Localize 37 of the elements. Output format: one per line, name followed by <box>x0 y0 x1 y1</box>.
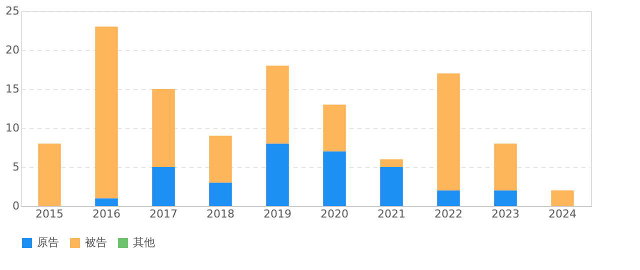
bar <box>323 151 346 206</box>
bar <box>323 104 346 152</box>
bar <box>494 190 517 206</box>
bar <box>95 26 118 198</box>
y-tick-label: 10 <box>6 122 20 134</box>
x-tick-label: 2022 <box>434 208 462 220</box>
x-tick-label: 2021 <box>378 208 406 220</box>
bar <box>380 167 403 206</box>
bar <box>152 89 175 167</box>
bar <box>152 167 175 206</box>
bar <box>95 198 118 206</box>
x-tick-label: 2015 <box>36 208 64 220</box>
bar <box>494 144 517 190</box>
y-tick-label: 15 <box>6 82 20 96</box>
legend-label: 被告 <box>85 236 107 249</box>
bar <box>209 182 232 206</box>
x-tick-label: 2019 <box>264 208 292 220</box>
bar <box>437 73 460 190</box>
x-tick-label: 2018 <box>206 208 234 220</box>
x-tick-label: 2023 <box>492 208 520 220</box>
y-tick-label: 20 <box>6 44 20 56</box>
legend-label: 原告 <box>37 236 59 249</box>
legend-label: 其他 <box>133 236 155 249</box>
bar <box>38 144 61 206</box>
y-tick-label: 5 <box>12 160 20 174</box>
x-tick-label: 2024 <box>548 208 576 220</box>
bar <box>437 190 460 206</box>
bar <box>266 144 289 206</box>
bar <box>266 66 289 144</box>
x-tick-label: 2017 <box>150 208 178 220</box>
bar <box>209 136 232 183</box>
y-tick-label: 25 <box>6 4 20 18</box>
bar <box>380 159 403 167</box>
x-tick-label: 2016 <box>92 208 120 220</box>
x-tick-label: 2020 <box>320 208 348 220</box>
bar <box>551 190 574 206</box>
y-tick-label: 0 <box>12 200 20 212</box>
